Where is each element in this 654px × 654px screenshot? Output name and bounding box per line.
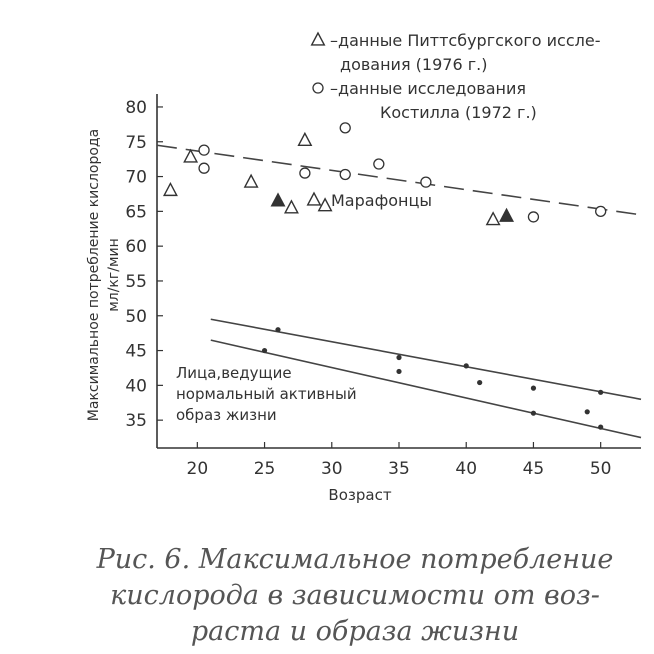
x-tick-label: 25	[254, 459, 276, 479]
point-triangle-open	[317, 197, 333, 212]
point-circle-open	[595, 205, 607, 218]
x-tick-label: 40	[455, 459, 477, 479]
point-dot	[396, 368, 402, 375]
trend-line-solid	[210, 339, 642, 439]
point-triangle-open	[283, 199, 299, 214]
x-axis-label: Возраст	[328, 486, 391, 504]
point-triangle-open	[183, 148, 199, 163]
point-dot	[598, 424, 604, 430]
legend-entry-2-line-1: –данные исследования	[330, 79, 526, 98]
marathon-label: Марафонцы	[331, 191, 432, 210]
caption-line-2: кислорода в зависимости от воз-	[110, 580, 600, 611]
y-tick-label: 55	[125, 272, 147, 292]
y-tick-label: 35	[125, 411, 147, 431]
y-axis-unit-label: мл/кг/мин	[106, 238, 122, 312]
point-circle-open	[198, 162, 210, 174]
point-circle-open	[339, 122, 351, 134]
point-triangle-open	[162, 181, 178, 197]
point-triangle-open	[243, 173, 259, 188]
y-tick-label: 70	[125, 168, 147, 188]
point-circle-open	[198, 144, 210, 156]
y-tick-label: 65	[125, 202, 147, 222]
legend-triangle-marker	[310, 31, 326, 46]
x-tick-label: 30	[321, 459, 343, 479]
normal-label-line-1: Лица,ведущие	[176, 364, 292, 382]
chart-ticks: 20 25 30 35 40 45 50 35 40 45 50 55 60 65 70 75 80	[125, 98, 611, 479]
figure-caption: Рис. 6. Максимальное потребление кислоро…	[60, 542, 650, 650]
point-circle-open	[373, 158, 385, 170]
point-dot	[598, 389, 604, 395]
caption-line-1: Рис. 6. Максимальное потребление	[96, 544, 614, 575]
legend-entry-1-line-2: дования (1976 г.)	[340, 55, 487, 74]
point-dot	[261, 347, 268, 354]
chart-texts: Возраст Максимальное потребление кислород…	[86, 31, 600, 504]
x-tick-label: 20	[187, 459, 209, 479]
point-dot	[584, 409, 590, 415]
legend-entry-1-line-1: –данные Питтсбургского иссле-	[330, 31, 600, 50]
marathon-triangle-marker	[306, 191, 322, 206]
x-tick-label: 35	[388, 459, 410, 479]
y-axis-label: Максимальное потребление кислорода	[86, 129, 102, 421]
trend-lines	[156, 144, 642, 439]
point-dot	[396, 354, 402, 361]
point-triangle-open	[297, 131, 313, 146]
point-dot	[530, 410, 537, 416]
data-points	[162, 122, 607, 430]
legend-entry-2-line-2: Костилла (1972 г.)	[380, 103, 537, 122]
point-circle-open	[339, 168, 351, 181]
y-tick-label: 40	[125, 376, 147, 396]
point-circle-open	[299, 167, 311, 179]
point-circle-open	[527, 211, 540, 223]
point-circle-open	[420, 176, 432, 188]
point-triangle-filled	[499, 207, 515, 222]
y-tick-label: 80	[125, 98, 147, 118]
y-tick-label: 45	[125, 342, 147, 362]
point-dot	[530, 385, 537, 391]
point-dot	[463, 363, 469, 369]
caption-line-3: раста и образа жизни	[190, 616, 520, 647]
x-tick-label: 45	[523, 459, 545, 479]
normal-label-line-2: нормальный активный	[176, 385, 357, 403]
point-dot	[477, 379, 483, 386]
trend-line-dashed	[156, 144, 642, 216]
y-tick-label: 50	[125, 307, 147, 327]
legend-circle-marker	[312, 82, 324, 94]
y-tick-label: 60	[125, 237, 147, 257]
normal-label-line-3: образ жизни	[176, 406, 277, 424]
point-dot	[275, 327, 281, 333]
point-triangle-open	[485, 211, 501, 226]
y-tick-label: 75	[125, 133, 147, 153]
x-tick-label: 50	[590, 459, 612, 479]
trend-line-solid	[210, 318, 642, 401]
point-triangle-filled	[270, 192, 286, 207]
